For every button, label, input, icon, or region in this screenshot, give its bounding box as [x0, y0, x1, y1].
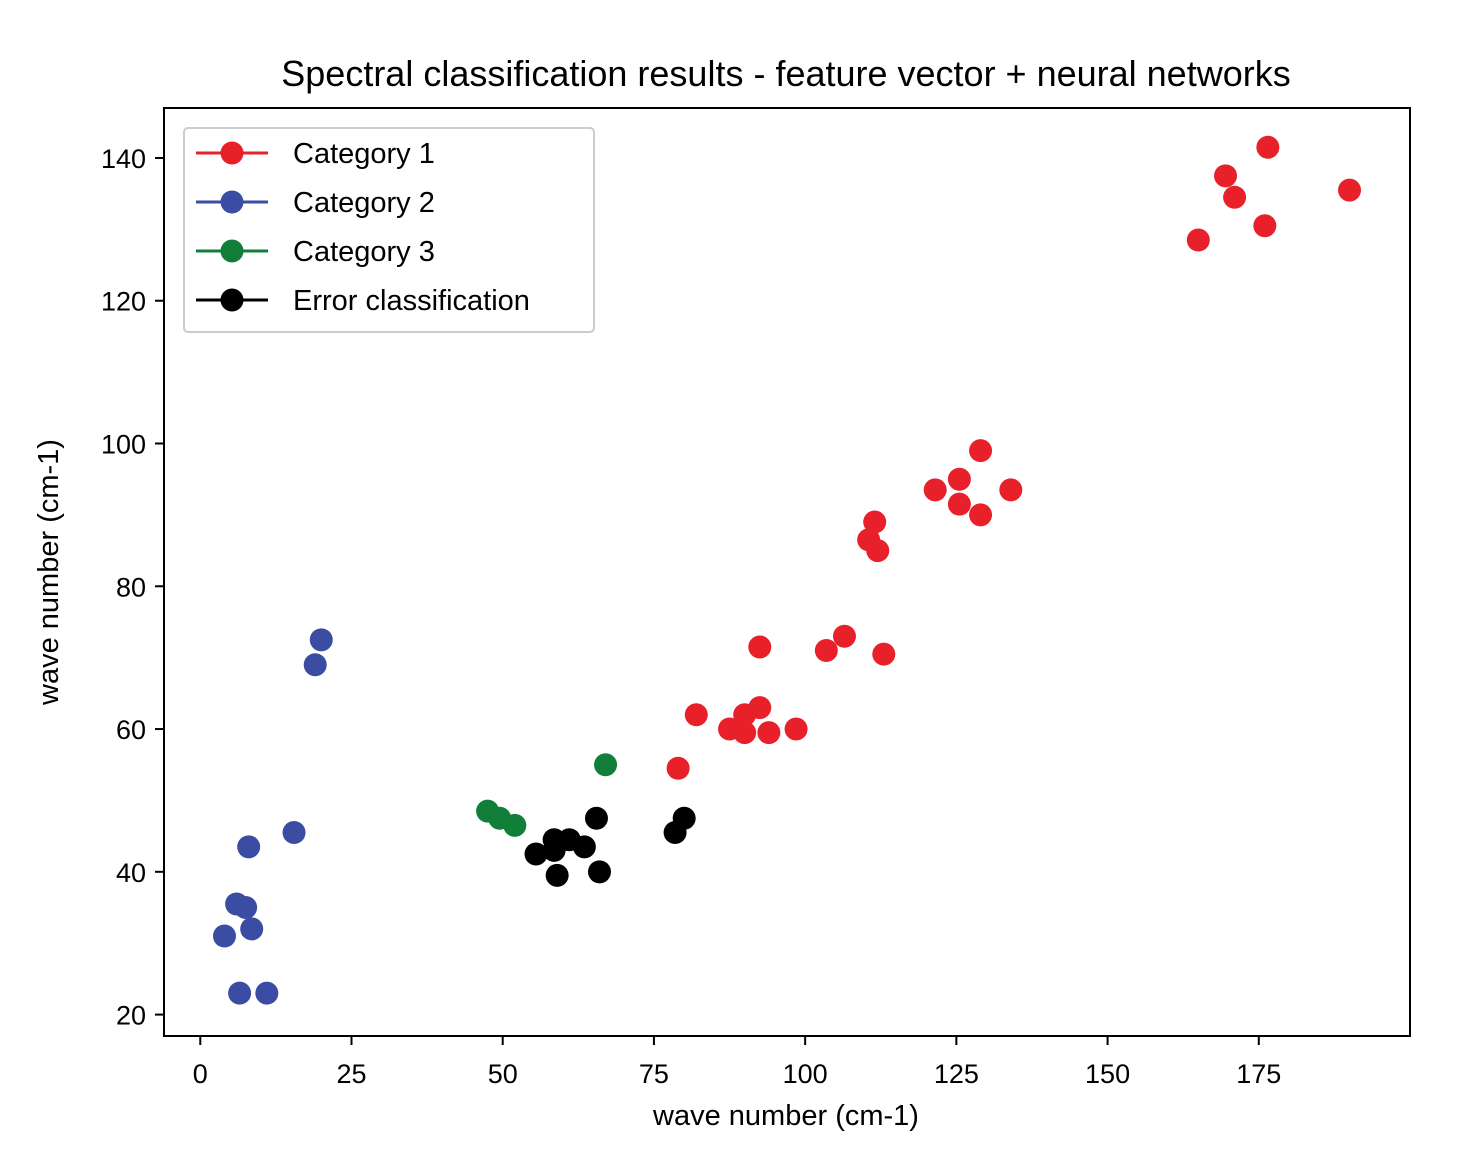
y-tick-label: 100 — [101, 430, 146, 460]
axis-ticks: 0 25 50 75 100 125 150 175 20 40 60 80 100 120 140 — [101, 144, 1281, 1089]
data-point — [545, 863, 569, 887]
data-point — [1253, 214, 1277, 238]
data-point — [572, 835, 596, 859]
data-point — [733, 703, 757, 727]
data-point — [866, 539, 890, 563]
data-point — [999, 478, 1023, 502]
data-point — [969, 503, 993, 527]
legend-box — [183, 127, 595, 333]
x-tick-label: 125 — [934, 1059, 979, 1089]
x-tick-label: 50 — [488, 1059, 518, 1089]
series-4 — [524, 806, 696, 887]
data-point — [584, 806, 608, 830]
data-point — [814, 639, 838, 663]
data-point — [212, 924, 236, 948]
data-point — [237, 835, 261, 859]
data-point — [303, 653, 327, 677]
data-point — [240, 917, 264, 941]
data-point — [947, 467, 971, 491]
legend-item: Category 2 — [196, 187, 435, 219]
data-point — [282, 821, 306, 845]
legend-marker — [220, 239, 244, 263]
data-point — [684, 703, 708, 727]
data-point — [594, 753, 618, 777]
x-tick-label: 150 — [1085, 1059, 1130, 1089]
y-tick-label: 60 — [116, 715, 146, 745]
y-axis-label: wave number (cm-1) — [33, 439, 65, 706]
y-tick-label: 20 — [116, 1001, 146, 1031]
data-point — [542, 838, 566, 862]
data-point — [666, 756, 690, 780]
y-tick-label: 140 — [101, 144, 146, 174]
data-point — [872, 642, 896, 666]
data-point — [733, 721, 757, 745]
data-point — [672, 806, 696, 830]
data-point — [309, 628, 333, 652]
x-tick-label: 0 — [193, 1059, 208, 1089]
data-point — [255, 981, 279, 1005]
data-point — [503, 813, 527, 837]
data-point — [228, 981, 252, 1005]
data-point — [863, 510, 887, 534]
legend-item: Category 1 — [196, 138, 435, 170]
x-tick-label: 100 — [783, 1059, 828, 1089]
x-axis-label: wave number (cm-1) — [652, 1100, 919, 1132]
data-point — [1256, 135, 1280, 159]
legend: Category 1 Category 2 Category 3 Error clas… — [183, 127, 595, 333]
legend-marker — [220, 141, 244, 165]
data-point — [748, 635, 772, 659]
legend-marker — [220, 190, 244, 214]
data-point — [757, 721, 781, 745]
data-point — [234, 896, 258, 920]
legend-label: Category 2 — [293, 187, 435, 219]
plot-frame — [163, 107, 1411, 1037]
x-tick-label: 25 — [336, 1059, 366, 1089]
data-point — [1214, 164, 1238, 188]
data-point — [969, 439, 993, 463]
data-point — [832, 624, 856, 648]
legend-label: Category 3 — [293, 236, 435, 268]
series-2 — [212, 628, 333, 1005]
data-point — [1223, 185, 1247, 209]
series-3 — [476, 753, 618, 837]
legend-item: Category 3 — [196, 236, 435, 268]
data-point — [1338, 178, 1362, 202]
legend-label: Error classification — [293, 285, 530, 317]
data-point — [587, 860, 611, 884]
y-tick-label: 40 — [116, 858, 146, 888]
data-point — [1186, 228, 1210, 252]
y-tick-label: 80 — [116, 572, 146, 602]
x-tick-label: 175 — [1236, 1059, 1281, 1089]
data-point — [784, 717, 808, 741]
data-point — [524, 842, 548, 866]
legend-item: Error classification — [196, 285, 530, 317]
data-points — [212, 135, 1362, 1005]
legend-marker — [220, 288, 244, 312]
legend-label: Category 1 — [293, 138, 435, 170]
y-tick-label: 120 — [101, 287, 146, 317]
data-point — [923, 478, 947, 502]
series-1 — [666, 135, 1362, 780]
data-point — [947, 492, 971, 516]
x-tick-label: 75 — [639, 1059, 669, 1089]
chart-title: Spectral classification results - featur… — [281, 53, 1290, 94]
